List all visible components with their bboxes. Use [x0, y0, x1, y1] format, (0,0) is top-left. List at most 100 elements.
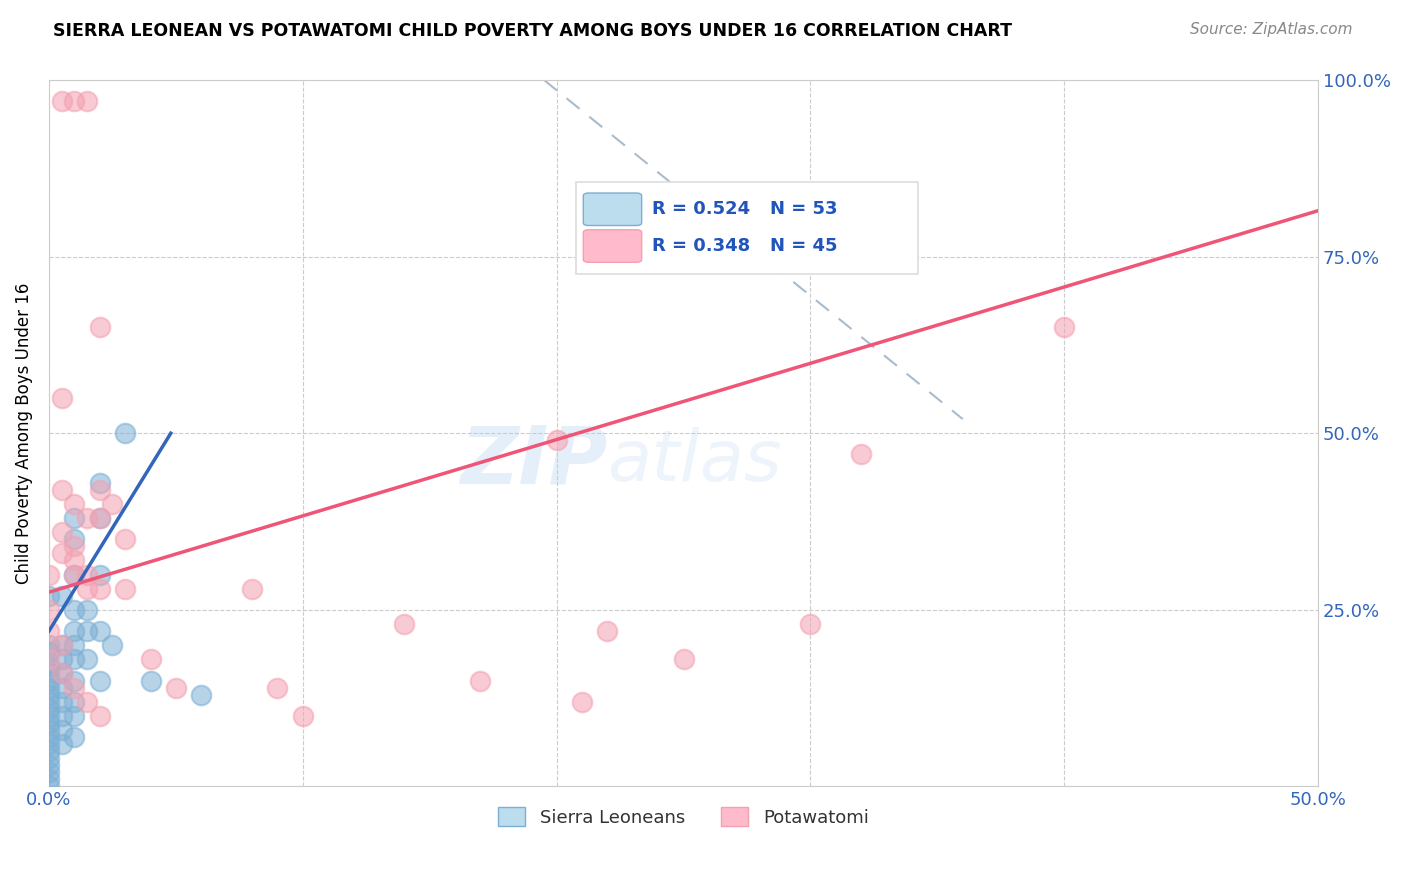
Point — [76, 603, 98, 617]
Point — [89, 475, 111, 490]
Point — [38, 765, 60, 780]
Point — [139, 652, 162, 666]
Point — [291, 709, 314, 723]
Text: SIERRA LEONEAN VS POTAWATOMI CHILD POVERTY AMONG BOYS UNDER 16 CORRELATION CHART: SIERRA LEONEAN VS POTAWATOMI CHILD POVER… — [53, 22, 1012, 40]
Point — [114, 532, 136, 546]
Point — [38, 730, 60, 744]
Point — [38, 624, 60, 638]
Point — [38, 666, 60, 681]
Point — [38, 772, 60, 787]
Point — [51, 483, 73, 497]
Point — [546, 434, 568, 448]
Point — [38, 709, 60, 723]
Point — [51, 589, 73, 603]
Point — [89, 483, 111, 497]
Point — [139, 673, 162, 688]
Point — [799, 617, 821, 632]
Point — [51, 723, 73, 737]
Point — [63, 567, 86, 582]
Point — [63, 695, 86, 709]
Text: ZIP: ZIP — [460, 423, 607, 500]
Point — [89, 511, 111, 525]
Point — [38, 715, 60, 730]
Point — [38, 695, 60, 709]
Point — [1053, 320, 1076, 334]
Point — [51, 652, 73, 666]
Point — [89, 673, 111, 688]
Point — [394, 617, 416, 632]
Point — [51, 391, 73, 405]
Point — [63, 709, 86, 723]
Point — [51, 695, 73, 709]
Point — [51, 638, 73, 652]
Point — [76, 94, 98, 108]
Point — [38, 758, 60, 772]
Point — [38, 780, 60, 794]
Point — [240, 582, 263, 596]
Point — [51, 666, 73, 681]
Point — [89, 567, 111, 582]
Text: R = 0.348: R = 0.348 — [652, 237, 749, 255]
Point — [51, 546, 73, 560]
Point — [38, 567, 60, 582]
FancyBboxPatch shape — [583, 230, 641, 262]
FancyBboxPatch shape — [583, 193, 641, 226]
Text: Source: ZipAtlas.com: Source: ZipAtlas.com — [1189, 22, 1353, 37]
Text: atlas: atlas — [607, 427, 782, 496]
Point — [101, 497, 124, 511]
Point — [38, 681, 60, 695]
Point — [63, 638, 86, 652]
Point — [89, 582, 111, 596]
Point — [63, 730, 86, 744]
Point — [114, 426, 136, 441]
Text: R = 0.524: R = 0.524 — [652, 201, 749, 219]
Point — [63, 673, 86, 688]
Point — [38, 603, 60, 617]
Point — [38, 652, 60, 666]
Point — [76, 624, 98, 638]
Point — [470, 673, 492, 688]
Point — [76, 695, 98, 709]
Point — [63, 603, 86, 617]
Point — [38, 744, 60, 758]
Point — [76, 582, 98, 596]
Point — [63, 532, 86, 546]
Point — [266, 681, 288, 695]
Point — [63, 567, 86, 582]
Point — [38, 645, 60, 659]
Point — [38, 723, 60, 737]
Point — [596, 624, 619, 638]
Point — [851, 447, 873, 461]
Point — [114, 582, 136, 596]
Point — [89, 709, 111, 723]
Point — [51, 681, 73, 695]
Y-axis label: Child Poverty Among Boys Under 16: Child Poverty Among Boys Under 16 — [15, 283, 32, 584]
Point — [76, 511, 98, 525]
FancyBboxPatch shape — [575, 183, 918, 274]
Point — [38, 659, 60, 673]
Point — [165, 681, 187, 695]
Text: N = 45: N = 45 — [770, 237, 838, 255]
Point — [51, 737, 73, 751]
Point — [51, 666, 73, 681]
Point — [89, 624, 111, 638]
Point — [63, 94, 86, 108]
Point — [51, 525, 73, 540]
Point — [38, 688, 60, 702]
Point — [571, 695, 593, 709]
Point — [76, 567, 98, 582]
Point — [38, 589, 60, 603]
Legend: Sierra Leoneans, Potawatomi: Sierra Leoneans, Potawatomi — [491, 800, 876, 834]
Point — [38, 751, 60, 765]
Point — [76, 652, 98, 666]
Text: N = 53: N = 53 — [770, 201, 838, 219]
Point — [51, 709, 73, 723]
Point — [63, 539, 86, 553]
Point — [63, 553, 86, 567]
Point — [63, 497, 86, 511]
Point — [63, 624, 86, 638]
Point — [89, 511, 111, 525]
Point — [63, 681, 86, 695]
Point — [38, 702, 60, 716]
Point — [101, 638, 124, 652]
